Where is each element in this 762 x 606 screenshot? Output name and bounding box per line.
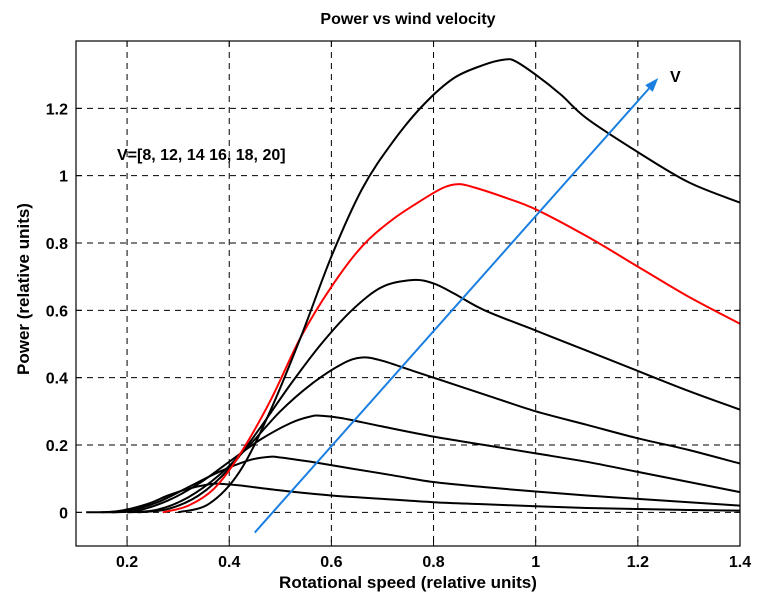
y-tick-label: 0 [59, 505, 68, 522]
velocity-arrow-label: V [670, 69, 681, 86]
power-curve-2 [101, 455, 741, 514]
y-tick-label: 0.6 [46, 303, 68, 320]
power-curve-3 [111, 414, 741, 514]
y-tick-label: 0.2 [46, 438, 68, 455]
velocity-arrow [254, 78, 659, 534]
power-curve-1 [86, 482, 741, 514]
grid-lines [76, 41, 740, 546]
power-curve-4 [127, 356, 741, 514]
y-tick-label: 0.4 [46, 371, 68, 388]
y-tick-label: 1 [59, 169, 68, 186]
axis-ticks: 0.2 0.4 0.6 0.8 1 1.2 1.4 0 0.2 0.4 0.6 0.8 1 1.2 [46, 41, 751, 571]
x-tick-label: 1.2 [627, 554, 649, 571]
power-curve-6 [162, 183, 741, 514]
x-tick-label: 0.6 [320, 554, 342, 571]
power-curve-5 [137, 278, 741, 514]
arrow-shaft [254, 87, 650, 534]
arrow-head [645, 78, 659, 92]
x-axis-label: Rotational speed (relative units) [279, 573, 537, 592]
x-tick-label: 1 [531, 554, 540, 571]
power-curves [86, 58, 741, 514]
y-tick-label: 1.2 [46, 101, 68, 118]
y-tick-label: 0.8 [46, 236, 68, 253]
x-tick-label: 1.4 [729, 554, 751, 571]
y-axis-label: Power (relative units) [14, 203, 33, 375]
x-tick-label: 0.4 [218, 554, 240, 571]
axes-frame [75, 40, 741, 547]
x-tick-label: 0.2 [116, 554, 138, 571]
power-curve-7 [177, 58, 741, 514]
x-tick-label: 0.8 [422, 554, 444, 571]
chart-title: Power vs wind velocity [320, 11, 495, 28]
velocity-list-annotation: V=[8, 12, 14 16, 18, 20] [117, 147, 286, 164]
